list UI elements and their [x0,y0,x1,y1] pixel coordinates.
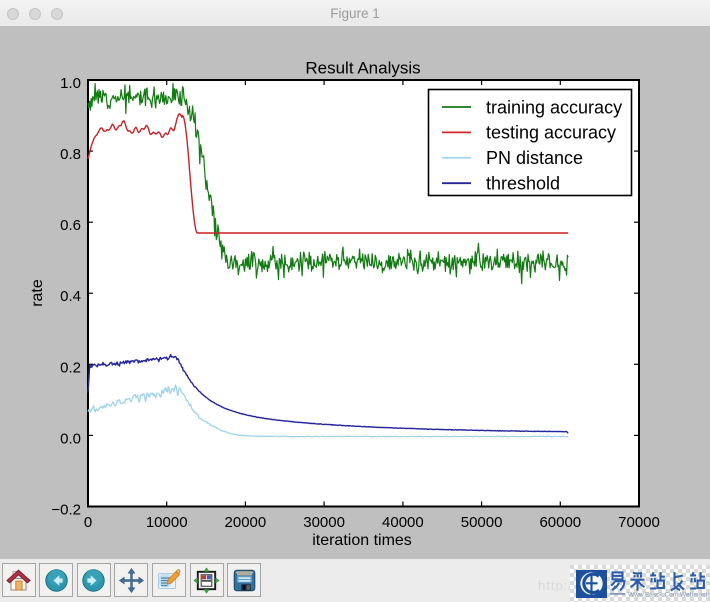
svg-text:30000: 30000 [303,514,345,531]
svg-text:Www.Easck.Com Webmaster: Www.Easck.Com Webmaster [628,591,710,598]
svg-text:iteration times: iteration times [312,532,412,549]
svg-text:70000: 70000 [618,514,660,531]
svg-text:0.8: 0.8 [60,146,81,163]
svg-text:20000: 20000 [225,514,267,531]
svg-text:training accuracy: training accuracy [486,97,622,117]
svg-text:0: 0 [84,514,92,531]
svg-text:60000: 60000 [539,514,581,531]
svg-text:testing accuracy: testing accuracy [486,123,616,143]
svg-text:Result Analysis: Result Analysis [305,59,420,78]
svg-text:−0.2: −0.2 [51,502,81,519]
svg-text:0.2: 0.2 [60,359,81,376]
svg-text:threshold: threshold [486,174,560,194]
svg-text:0.0: 0.0 [60,430,81,447]
svg-text:10000: 10000 [146,514,188,531]
svg-text:0.6: 0.6 [60,217,81,234]
svg-text:50000: 50000 [461,514,503,531]
svg-text:PN distance: PN distance [486,148,583,168]
svg-text:0.4: 0.4 [60,288,81,305]
svg-text:1.0: 1.0 [60,75,81,92]
svg-text:40000: 40000 [382,514,424,531]
svg-text:rate: rate [29,279,46,307]
